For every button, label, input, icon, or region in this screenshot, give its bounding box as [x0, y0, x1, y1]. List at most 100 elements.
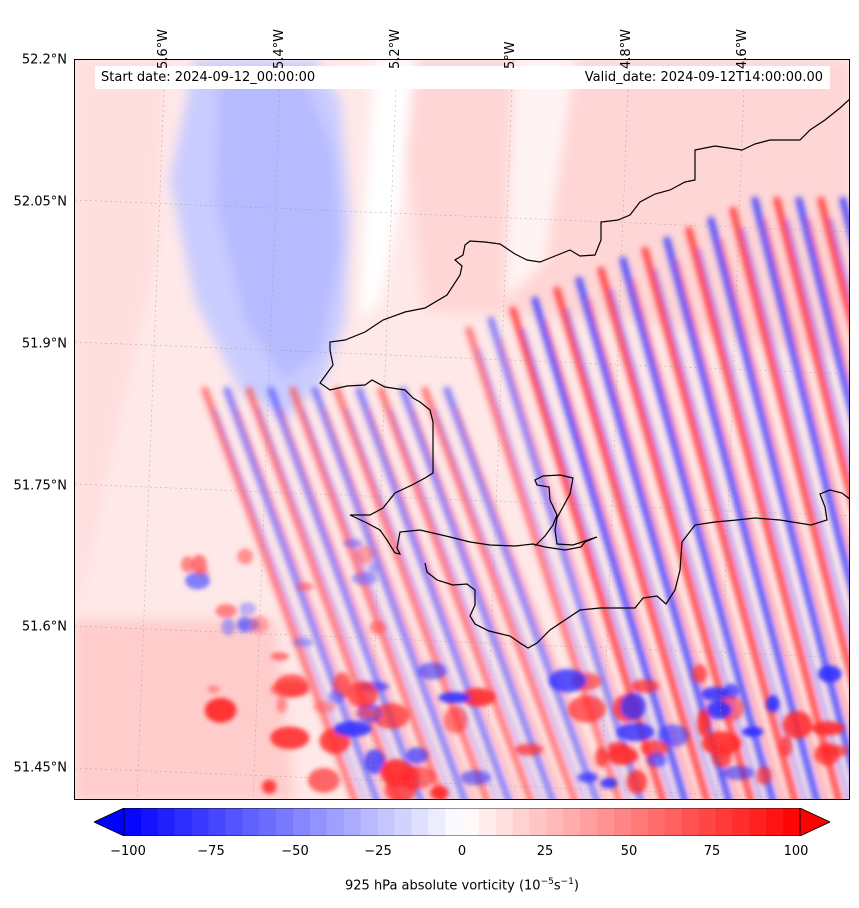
- vorticity-cell: [270, 652, 289, 661]
- vorticity-streak: [465, 326, 623, 799]
- colorbar-segment: [495, 808, 514, 836]
- vorticity-cell: [313, 701, 336, 713]
- colorbar-segment: [394, 808, 412, 836]
- vorticity-cell: [185, 572, 210, 590]
- vorticity-cell: [296, 582, 314, 591]
- vorticity-streak: [443, 386, 600, 799]
- colorbar-segment: [174, 808, 193, 836]
- vorticity-streak: [653, 268, 807, 799]
- colorbar-segment: [512, 808, 531, 836]
- colorbar-segment: [124, 808, 142, 836]
- vorticity-cell: [369, 621, 386, 635]
- vorticity-cell: [204, 697, 237, 723]
- lon-label-5w: 5°W: [503, 41, 518, 69]
- vorticity-streak: [763, 218, 849, 554]
- vorticity-streak: [455, 408, 609, 799]
- vorticity-cell: [221, 618, 236, 636]
- colorbar-segment: [698, 808, 717, 836]
- vorticity-cell: [406, 747, 429, 764]
- colorbar-segment: [783, 808, 801, 836]
- vorticity-streak: [785, 218, 849, 469]
- vorticity-streak: [817, 196, 849, 327]
- colorbar-segment: [766, 808, 784, 836]
- colorbar-segment: [343, 808, 362, 836]
- colorbar-segment: [428, 808, 446, 836]
- vorticity-cell: [548, 669, 587, 693]
- colorbar-segment: [732, 808, 750, 836]
- vorticity-cell: [292, 637, 314, 647]
- vorticity-cell: [191, 554, 207, 575]
- colorbar-segment: [411, 808, 429, 836]
- vorticity-cell: [207, 685, 220, 694]
- vorticity-cell: [270, 726, 310, 750]
- vorticity-streak: [751, 196, 849, 592]
- vorticity-cell: [307, 768, 340, 793]
- colorbar-segment: [597, 808, 615, 836]
- colorbar-segment: [259, 808, 277, 836]
- colorbar-segment: [276, 808, 294, 836]
- lat-label-51-45: 51.45°N: [13, 760, 67, 776]
- colorbar-tick-minus100: −100: [110, 844, 146, 859]
- colorbar-segment: [715, 808, 733, 836]
- colorbar-segment: [309, 808, 328, 836]
- colorbar-segment: [140, 808, 159, 836]
- vorticity-cell: [237, 548, 254, 565]
- colorbar-segment: [326, 808, 345, 836]
- vorticity-cell: [515, 743, 544, 756]
- vorticity-cell: [721, 765, 755, 780]
- lon-label-5-2w: 5.2°W: [388, 28, 403, 69]
- vorticity-streak: [685, 226, 843, 799]
- vorticity-cell: [239, 602, 256, 616]
- lat-label-51-6: 51.6°N: [21, 619, 67, 635]
- vorticity-cell: [401, 766, 436, 789]
- vorticity-cell: [461, 688, 496, 707]
- vorticity-streak: [333, 386, 490, 799]
- vorticity-streak: [389, 408, 543, 799]
- vorticity-streak: [729, 206, 849, 682]
- vorticity-cell: [364, 749, 386, 774]
- lon-label-4-6w: 4.6°W: [735, 28, 750, 69]
- vorticity-cell: [817, 665, 842, 683]
- vorticity-cell: [336, 678, 354, 696]
- vorticity-streak: [773, 196, 849, 503]
- lon-label-5-4w: 5.4°W: [272, 28, 287, 69]
- vorticity-streak: [367, 408, 521, 799]
- vorticity-streak: [267, 386, 424, 799]
- colorbar-segment: [208, 808, 226, 836]
- vorticity-cell: [460, 770, 491, 786]
- vorticity-streak: [345, 408, 499, 799]
- vorticity-cell: [697, 709, 711, 737]
- colorbar-tick-25: 25: [536, 844, 554, 859]
- vorticity-streak: [487, 316, 645, 799]
- vorticity-cell: [607, 741, 629, 755]
- lon-label-4-8w: 4.8°W: [619, 28, 634, 69]
- vorticity-streak: [619, 256, 777, 799]
- vorticity-streak: [355, 386, 512, 799]
- vorticity-streak: [311, 386, 468, 799]
- vorticity-cells: [181, 539, 849, 799]
- vorticity-cell: [811, 721, 845, 736]
- vorticity-streak: [663, 236, 821, 799]
- vorticity-streak: [719, 238, 849, 727]
- vorticity-streak: [543, 318, 697, 799]
- colorbar-segment: [377, 808, 395, 836]
- colorbar: [94, 808, 830, 836]
- colorbar-tick-75: 75: [703, 844, 721, 859]
- colorbar-segment: [614, 808, 632, 836]
- vorticity-cell: [181, 556, 195, 573]
- vorticity-streak: [707, 216, 849, 769]
- vorticity-cell: [355, 545, 375, 565]
- vorticity-streak: [433, 408, 587, 799]
- vorticity-streak: [377, 386, 534, 799]
- colorbar-tick-0: 0: [457, 844, 467, 859]
- vorticity-cell: [600, 777, 618, 789]
- vorticity-cell: [706, 700, 732, 720]
- vorticity-cell: [276, 696, 288, 714]
- colorbar-tick-100: 100: [783, 844, 809, 859]
- lat-label-52-2: 52.2°N: [21, 52, 67, 68]
- lat-label-52-05: 52.05°N: [13, 194, 67, 210]
- colorbar-segment: [647, 808, 666, 836]
- vorticity-streak: [631, 278, 785, 799]
- vorticity-streak: [323, 408, 477, 799]
- vorticity-cell: [779, 735, 793, 757]
